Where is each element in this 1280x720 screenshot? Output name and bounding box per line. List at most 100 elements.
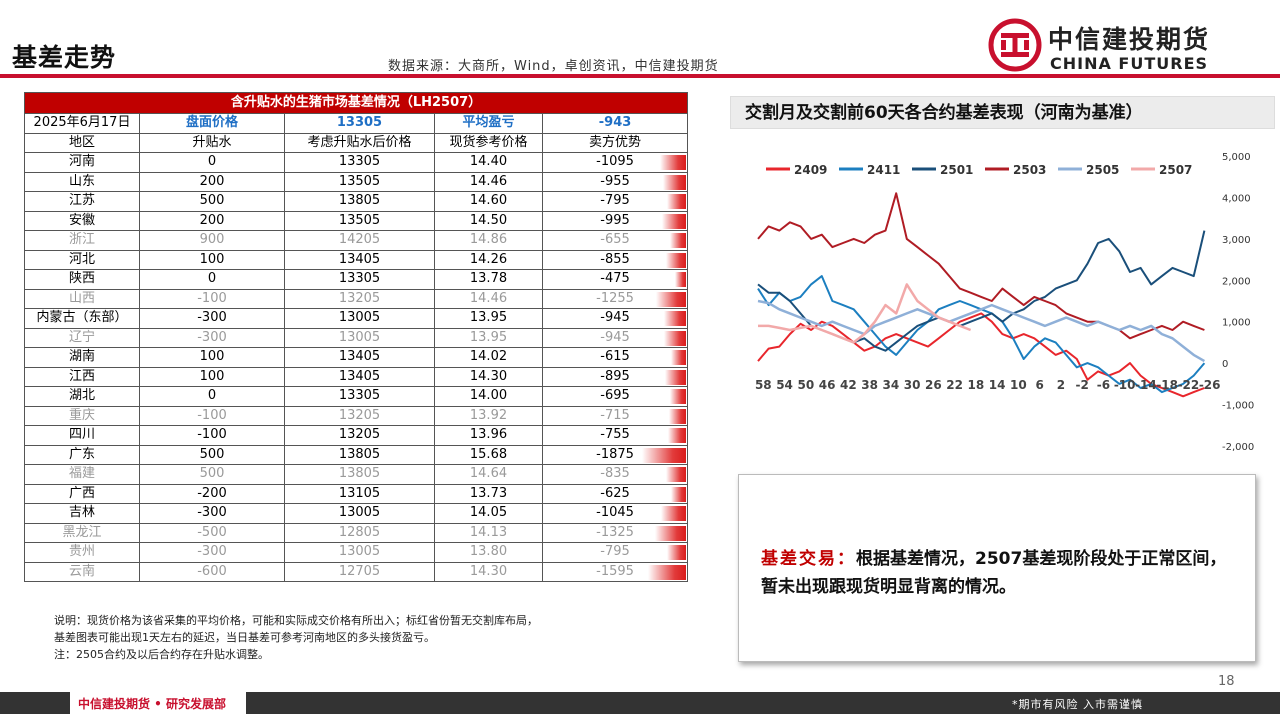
cell-premium: -300 — [139, 542, 285, 563]
commentary-box: 基差交易：根据基差情况，2507基差现阶段处于正常区间，暂未出现跟现货明显背离的… — [738, 474, 1256, 662]
advantage-value: -1325 — [596, 524, 634, 540]
advantage-value: -695 — [600, 388, 630, 404]
y-tick-label: 3,000 — [1222, 235, 1251, 246]
table-row: 浙江 900 14205 14.86 -655 — [24, 230, 689, 251]
legend-entry: 2507 — [1159, 163, 1192, 177]
advantage-bar — [664, 311, 687, 326]
table-row: 黑龙江 -500 12805 14.13 -1325 — [24, 522, 689, 543]
cell-advantage: -1875 — [541, 444, 689, 465]
cell-spot: 13.95 — [434, 308, 543, 329]
table-row: 江苏 500 13805 14.60 -795 — [24, 191, 689, 212]
cell-region: 云南 — [24, 561, 140, 582]
advantage-value: -995 — [600, 212, 630, 228]
footnote-line: 注：2505合约及以后合约存在升贴水调整。 — [54, 648, 269, 661]
basis-table: 含升贴水的生猪市场基差情况（LH2507） 2025年6月17日 盘面价格 13… — [23, 92, 689, 582]
cell-adjusted: 13805 — [284, 464, 435, 485]
advantage-value: -795 — [600, 193, 630, 209]
cell-region: 山东 — [24, 171, 140, 192]
y-tick-label: 1,000 — [1222, 318, 1251, 329]
legend-entry: 2501 — [940, 163, 973, 177]
advantage-bar — [655, 525, 687, 541]
advantage-value: -1095 — [596, 154, 634, 170]
advantage-value: -1045 — [596, 505, 634, 521]
series-line-2501 — [757, 230, 1206, 352]
advantage-bar — [669, 408, 687, 424]
cell-advantage: -755 — [541, 425, 689, 446]
legend-entry: 2505 — [1086, 163, 1119, 177]
footnotes: 说明：现货价格为该省采集的平均价格，可能和实际成交价格有所出入；标红省份暂无交割… — [54, 612, 538, 663]
cell-advantage: -655 — [541, 230, 689, 251]
advantage-bar — [642, 447, 687, 463]
table-row: 陕西 0 13305 13.78 -475 — [24, 269, 689, 290]
cell-premium: -100 — [139, 425, 285, 446]
table-row: 江西 100 13405 14.30 -895 — [24, 366, 689, 387]
cell-region: 山西 — [24, 288, 140, 309]
cell-region: 安徽 — [24, 210, 140, 231]
cell-premium: -500 — [139, 522, 285, 543]
cell-region: 浙江 — [24, 230, 140, 251]
advantage-value: -795 — [600, 544, 630, 560]
cell-region: 江苏 — [24, 191, 140, 212]
cell-adjusted: 13505 — [284, 171, 435, 192]
advantage-bar — [670, 233, 687, 248]
table-row: 湖南 100 13405 14.02 -615 — [24, 347, 689, 368]
advantage-bar — [667, 545, 687, 560]
cell-spot: 14.46 — [434, 288, 543, 309]
chart-title: 交割月及交割前60天各合约基差表现（河南为基准） — [730, 96, 1275, 129]
y-tick-label: 0 — [1222, 359, 1228, 370]
x-tick-label: 42 — [840, 378, 857, 392]
table-title: 含升贴水的生猪市场基差情况（LH2507） — [23, 92, 689, 114]
cell-spot: 13.80 — [434, 542, 543, 563]
x-tick-label: -10 — [1114, 378, 1136, 392]
series-line-2411 — [757, 275, 1206, 394]
advantage-bar — [668, 428, 687, 443]
advantage-bar — [656, 291, 687, 307]
x-tick-label: -6 — [1097, 378, 1110, 392]
advantage-bar — [675, 272, 687, 287]
commentary-lead: 基差交易： — [761, 549, 856, 569]
cell-spot: 13.95 — [434, 327, 543, 348]
advantage-bar — [661, 506, 687, 521]
table-date: 2025年6月17日 — [24, 113, 140, 134]
cell-premium: 0 — [139, 152, 285, 173]
cell-spot: 14.30 — [434, 366, 543, 387]
advantage-value: -755 — [600, 427, 630, 443]
cell-advantage: -1325 — [541, 522, 689, 543]
page-title: 基差走势 — [12, 43, 117, 72]
cell-adjusted: 13005 — [284, 503, 435, 524]
cell-advantage: -1095 — [541, 152, 689, 173]
cell-adjusted: 13405 — [284, 366, 435, 387]
cell-premium: 100 — [139, 249, 285, 270]
advantage-value: -855 — [600, 251, 630, 267]
cell-region: 四川 — [24, 425, 140, 446]
advantage-value: -475 — [600, 271, 630, 287]
advantage-bar — [667, 194, 687, 209]
footer-org-panel — [70, 692, 246, 714]
advantage-value: -655 — [600, 232, 630, 248]
cell-region: 江西 — [24, 366, 140, 387]
cell-premium: -600 — [139, 561, 285, 582]
column-header: 升贴水 — [139, 132, 285, 153]
risk-disclaimer: *期市有风险 入市需谨慎 — [1012, 698, 1143, 711]
advantage-value: -615 — [600, 349, 630, 365]
cell-spot: 14.60 — [434, 191, 543, 212]
x-tick-label: 18 — [968, 378, 985, 392]
column-header: 地区 — [24, 132, 140, 153]
cell-adjusted: 13305 — [284, 386, 435, 407]
table-row: 重庆 -100 13205 13.92 -715 — [24, 405, 689, 426]
cell-advantage: -945 — [541, 327, 689, 348]
x-tick-label: -18 — [1156, 378, 1178, 392]
cell-adjusted: 12805 — [284, 522, 435, 543]
legend-entry: 2503 — [1013, 163, 1046, 177]
cell-premium: 200 — [139, 210, 285, 231]
cell-premium: 0 — [139, 386, 285, 407]
commentary-text: 基差交易：根据基差情况，2507基差现阶段处于正常区间，暂未出现跟现货明显背离的… — [761, 545, 1239, 601]
advantage-bar — [662, 213, 687, 229]
cell-spot: 15.68 — [434, 444, 543, 465]
table-row: 吉林 -300 13005 14.05 -1045 — [24, 503, 689, 524]
table-row: 内蒙古（东部） -300 13005 13.95 -945 — [24, 308, 689, 329]
x-tick-label: 22 — [946, 378, 963, 392]
advantage-value: -1595 — [596, 563, 634, 579]
advantage-bar — [671, 350, 687, 365]
cell-spot: 14.02 — [434, 347, 543, 368]
